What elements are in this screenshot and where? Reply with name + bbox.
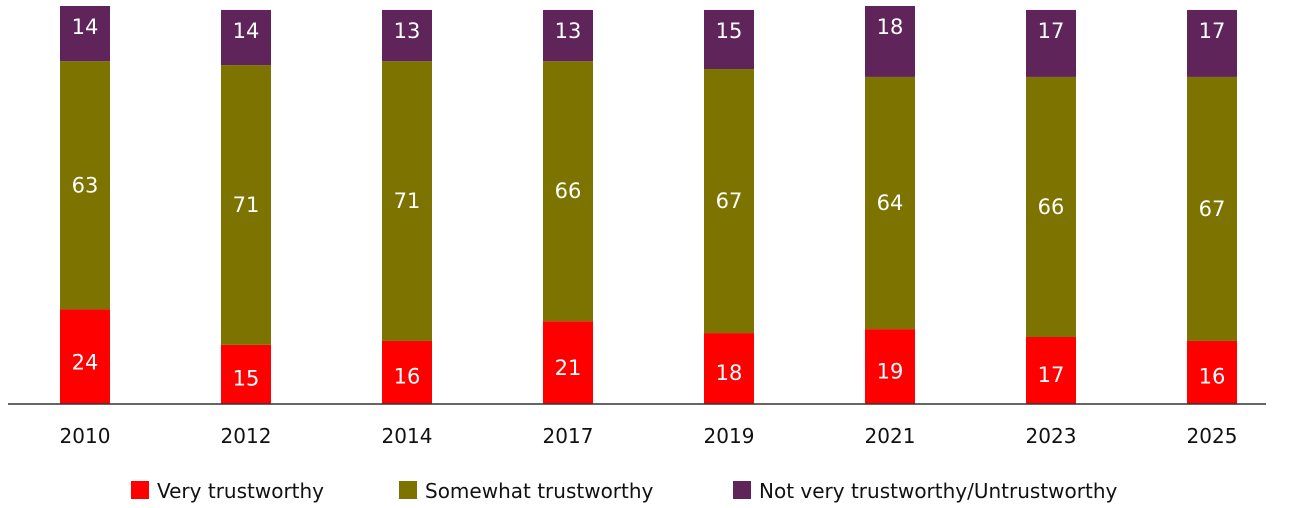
bar-segment [221,9,271,66]
bar-segment [221,65,271,345]
data-label: 63 [72,173,99,197]
data-label: 14 [233,19,260,43]
bar-segment [865,6,915,77]
data-label: 15 [233,366,260,390]
bar-segment [543,9,593,62]
data-label: 18 [716,361,743,385]
bar-segment [60,309,110,404]
bar-segment [60,61,110,310]
bar-segment [704,9,754,70]
legend-swatch [131,481,149,499]
legend-label: Not very trustworthy/Untrustworthy [759,479,1118,503]
x-tick-label: 2021 [865,424,916,448]
bar-segment [382,340,432,404]
data-label: 67 [1199,197,1226,221]
data-label: 67 [716,189,743,213]
x-tick-label: 2017 [543,424,594,448]
bar-segment [382,9,432,62]
data-label: 71 [394,189,421,213]
data-label: 16 [394,365,421,389]
data-label: 71 [233,193,260,217]
data-label: 66 [555,179,582,203]
bar-segment [221,344,271,404]
bar-segment [1026,337,1076,404]
x-tick-label: 2014 [382,424,433,448]
bar-segment [1026,9,1076,77]
bars-group: 24 63 14 15 71 14 16 71 13 21 66 13 18 67 15 19 64 18 17 66… [60,6,1237,404]
data-label: 17 [1038,19,1065,43]
data-label: 17 [1038,363,1065,387]
data-label: 24 [72,350,99,374]
data-label: 66 [1038,195,1065,219]
bar-segment [60,6,110,62]
data-label: 21 [555,356,582,380]
bar-segment [1026,76,1076,338]
bar-segment [382,61,432,341]
bar-segment [543,321,593,404]
data-label: 13 [394,19,421,43]
legend-swatch [399,481,417,499]
x-tick-label: 2019 [704,424,755,448]
data-label: 16 [1199,365,1226,389]
legend-label: Very trustworthy [157,479,324,503]
bar-segment [1187,340,1237,404]
data-label: 18 [877,15,904,39]
bar-segment [865,329,915,404]
x-tick-label: 2025 [1187,424,1238,448]
data-label: 64 [877,191,904,215]
bar-segment [704,333,754,404]
x-tick-label: 2012 [221,424,272,448]
x-tick-label: 2010 [60,424,111,448]
legend: Very trustworthy Somewhat trustworthy Not … [131,479,1118,503]
bar-segment [1187,9,1237,77]
bar-segment [1187,76,1237,341]
legend-swatch [733,481,751,499]
data-label: 19 [877,359,904,383]
data-label: 17 [1199,19,1226,43]
x-tick-label: 2023 [1026,424,1077,448]
bar-segment [543,61,593,322]
bar-segment [704,69,754,334]
x-tick-labels: 2010 2012 2014 2017 2019 2021 2023 2025 [60,424,1238,448]
data-label: 14 [72,15,99,39]
data-label: 13 [555,19,582,43]
bar-segment [865,76,915,330]
legend-label: Somewhat trustworthy [425,479,654,503]
data-label: 15 [716,19,743,43]
